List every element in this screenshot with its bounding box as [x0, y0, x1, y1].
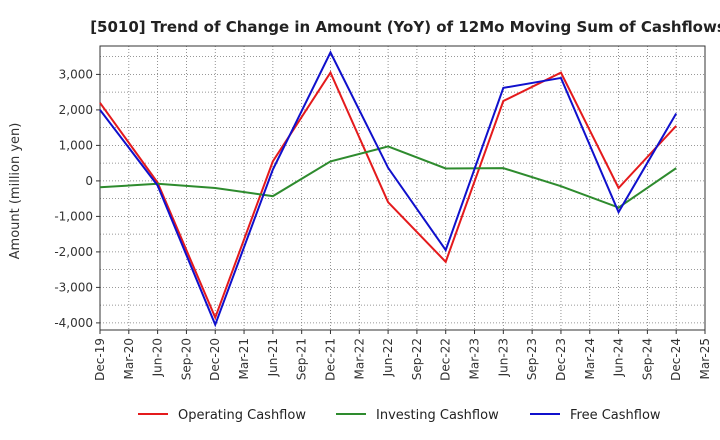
x-tick-label: Mar-22 [352, 338, 366, 379]
y-tick-label: 3,000 [59, 67, 93, 81]
x-tick-label: Mar-20 [122, 338, 136, 379]
y-axis-ticks: -4,000 -3,000 -2,000 -1,000 0 1,000 2,000 3,000 [54, 67, 100, 330]
x-tick-label: Sep-24 [640, 338, 654, 380]
y-tick-label: 0 [85, 174, 93, 188]
series-line-free-cashflow [99, 50, 678, 328]
series-lines [99, 50, 678, 328]
x-tick-label: Jun-20 [151, 338, 165, 377]
y-axis-label: Amount (million yen) [8, 123, 23, 260]
x-tick-label: Mar-21 [237, 338, 251, 379]
legend-label: Investing Cashflow [376, 408, 499, 423]
x-tick-label: Jun-23 [496, 338, 510, 377]
x-tick-label: Dec-22 [439, 338, 453, 381]
y-tick-label: -3,000 [54, 280, 93, 294]
x-tick-label: Jun-22 [381, 338, 395, 377]
x-tick-label: Sep-22 [410, 338, 424, 380]
x-tick-label: Dec-20 [208, 338, 222, 381]
x-tick-label: Jun-24 [612, 338, 626, 377]
y-tick-label: -4,000 [54, 316, 93, 330]
y-tick-label: 1,000 [59, 138, 93, 152]
x-tick-label: Sep-21 [295, 338, 309, 380]
legend-label: Free Cashflow [570, 408, 661, 423]
x-tick-label: Mar-25 [698, 338, 712, 379]
x-tick-label: Dec-24 [669, 338, 683, 381]
plot-frame [99, 45, 706, 331]
x-tick-label: Mar-24 [583, 338, 597, 379]
legend: Operating Cashflow Investing Cashflow Free… [138, 408, 661, 423]
x-tick-label: Dec-19 [93, 338, 107, 381]
plot-border [99, 45, 706, 331]
x-tick-label: Mar-23 [468, 338, 482, 379]
x-tick-label: Dec-23 [554, 338, 568, 381]
x-tick-label: Sep-23 [525, 338, 539, 380]
x-tick-label: Dec-21 [323, 338, 337, 381]
x-tick-label: Jun-21 [266, 338, 280, 377]
series-line-investing-cashflow [99, 145, 677, 209]
y-tick-label: 2,000 [59, 103, 93, 117]
x-tick-label: Sep-20 [179, 338, 193, 380]
series-line-operating-cashflow [99, 70, 677, 321]
legend-label: Operating Cashflow [178, 408, 306, 423]
y-tick-label: -2,000 [54, 245, 93, 259]
x-axis-ticks: Dec-19 Mar-20 Jun-20 Sep-20 Dec-20 Mar-21 Jun-… [93, 330, 712, 381]
y-tick-label: -1,000 [54, 209, 93, 223]
chart-title: [5010] Trend of Change in Amount (YoY) o… [90, 18, 720, 36]
